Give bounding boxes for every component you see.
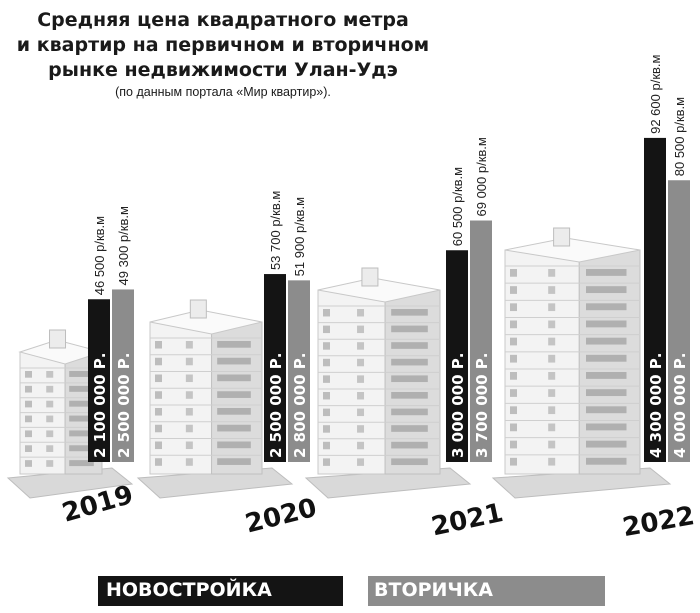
legend-swatch-new: НОВОСТРОЙКА	[98, 576, 343, 606]
bar-apartment-label-new-2019: 2 100 000 Р.	[91, 353, 109, 458]
title-line-1: Средняя цена квадратного метра	[37, 9, 409, 31]
bar-value-label-new-2020: 53 700 р/кв.м	[268, 191, 283, 270]
year-label-2020: 2020	[242, 493, 319, 540]
chart-subtitle: (по данным портала «Мир квартир»).	[115, 85, 331, 99]
bar-value-label-secondary-2020: 51 900 р/кв.м	[292, 197, 307, 276]
bar-new-2021	[446, 250, 468, 462]
bar-apartment-label-secondary-2019: 2 500 000 Р.	[115, 353, 133, 458]
chart-title: Средняя цена квадратного метра и квартир…	[8, 8, 438, 101]
bar-value-label-new-2019: 46 500 р/кв.м	[92, 216, 107, 295]
building-illustration-2021	[304, 267, 472, 499]
bar-apartment-label-secondary-2022: 4 000 000 Р.	[671, 353, 689, 458]
year-label-2021: 2021	[429, 498, 506, 542]
title-line-3: рынке недвижимости Улан-Удэ	[48, 59, 398, 81]
bar-secondary-2021	[470, 220, 492, 462]
bar-apartment-label-new-2022: 4 300 000 Р.	[647, 353, 665, 458]
bar-new-2022	[644, 137, 666, 462]
title-line-2: и квартир на первичном и вторичном	[16, 34, 430, 56]
bar-new-2019	[88, 299, 110, 462]
bar-secondary-2022	[668, 180, 690, 462]
year-label-2022: 2022	[620, 501, 696, 543]
bar-value-label-secondary-2021: 69 000 р/кв.м	[474, 137, 489, 216]
bar-new-2020	[264, 274, 286, 462]
bar-value-label-new-2022: 92 600 р/кв.м	[648, 54, 663, 133]
bar-secondary-2020	[288, 280, 310, 462]
bar-secondary-2019	[112, 289, 134, 462]
bar-value-label-new-2021: 60 500 р/кв.м	[450, 167, 465, 246]
bar-apartment-label-new-2020: 2 500 000 Р.	[267, 353, 285, 458]
legend-swatch-secondary: ВТОРИЧКА	[368, 576, 605, 606]
legend-label-secondary: ВТОРИЧКА	[374, 579, 494, 601]
building-illustration-2020	[136, 299, 294, 499]
bar-value-label-secondary-2022: 80 500 р/кв.м	[672, 97, 687, 176]
building-illustration-2022	[491, 227, 672, 499]
bar-apartment-label-new-2021: 3 000 000 Р.	[449, 353, 467, 458]
bar-apartment-label-secondary-2021: 3 700 000 Р.	[473, 353, 491, 458]
legend-label-new: НОВОСТРОЙКА	[106, 579, 272, 601]
bar-value-label-secondary-2019: 49 300 р/кв.м	[116, 206, 131, 285]
bar-apartment-label-secondary-2020: 2 800 000 Р.	[291, 353, 309, 458]
building-illustration-2019	[6, 329, 134, 499]
